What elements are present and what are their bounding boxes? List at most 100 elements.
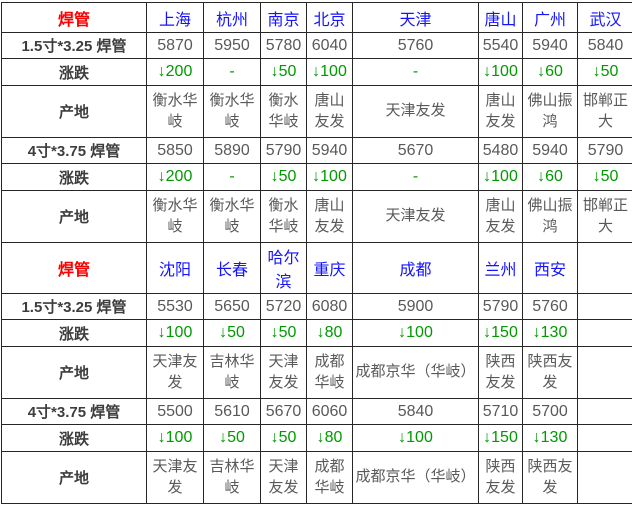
city-header-cell: 沈阳 bbox=[147, 243, 204, 294]
origin-cell: 成都华岐 bbox=[307, 452, 353, 504]
city-header-cell: 唐山 bbox=[479, 3, 523, 33]
change-cell: - bbox=[353, 164, 479, 191]
price-cell: 5790 bbox=[479, 294, 523, 320]
row-label-cell: 涨跌 bbox=[2, 425, 147, 452]
change-cell: ↓200 bbox=[147, 164, 204, 191]
origin-cell: 佛山振鸿 bbox=[523, 191, 578, 243]
price-cell bbox=[578, 399, 632, 425]
price-cell: 5720 bbox=[261, 294, 307, 320]
row-label-cell: 4寸*3.75 焊管 bbox=[2, 138, 147, 164]
change-cell: ↓100 bbox=[147, 425, 204, 452]
change-cell: ↓130 bbox=[523, 425, 578, 452]
price-cell: 6080 bbox=[307, 294, 353, 320]
price-cell: 5940 bbox=[523, 138, 578, 164]
origin-cell: 成都京华（华岐） bbox=[353, 347, 479, 399]
price-cell: 5790 bbox=[578, 138, 632, 164]
change-cell: ↓100 bbox=[307, 164, 353, 191]
change-row: 涨跌↓200-↓50↓100-↓100↓60↓50 bbox=[2, 164, 632, 191]
origin-cell: 衡水华岐 bbox=[261, 86, 307, 138]
change-cell: ↓80 bbox=[307, 320, 353, 347]
origin-cell: 衡水华岐 bbox=[204, 191, 261, 243]
city-header-cell: 兰州 bbox=[479, 243, 523, 294]
price-cell: 6040 bbox=[307, 33, 353, 59]
origin-cell: 陕西友发 bbox=[479, 452, 523, 504]
origin-cell: 佛山振鸿 bbox=[523, 86, 578, 138]
city-header-cell: 杭州 bbox=[204, 3, 261, 33]
origin-row: 产地衡水华岐衡水华岐衡水华岐唐山友发天津友发唐山友发佛山振鸿邯郸正大 bbox=[2, 86, 632, 138]
product-header-cell: 焊管 bbox=[2, 243, 147, 294]
price-cell: 5670 bbox=[261, 399, 307, 425]
row-label-cell: 1.5寸*3.25 焊管 bbox=[2, 294, 147, 320]
city-header-cell bbox=[578, 243, 632, 294]
city-header-cell: 广州 bbox=[523, 3, 578, 33]
change-row: 涨跌↓100↓50↓50↓80↓100↓150↓130 bbox=[2, 425, 632, 452]
change-cell: ↓100 bbox=[307, 59, 353, 86]
origin-cell: 唐山友发 bbox=[307, 191, 353, 243]
change-cell: ↓130 bbox=[523, 320, 578, 347]
row-label-cell: 产地 bbox=[2, 452, 147, 504]
origin-cell bbox=[578, 452, 632, 504]
change-cell: ↓50 bbox=[261, 164, 307, 191]
origin-cell: 天津友发 bbox=[353, 86, 479, 138]
origin-cell: 陕西友发 bbox=[523, 347, 578, 399]
row-label-cell: 产地 bbox=[2, 191, 147, 243]
price-cell: 5940 bbox=[307, 138, 353, 164]
section-header-row: 焊管上海杭州南京北京天津唐山广州武汉 bbox=[2, 3, 632, 33]
origin-cell: 天津友发 bbox=[147, 452, 204, 504]
origin-cell: 天津友发 bbox=[353, 191, 479, 243]
city-header-cell: 成都 bbox=[353, 243, 479, 294]
change-cell: ↓50 bbox=[578, 164, 632, 191]
row-label-cell: 涨跌 bbox=[2, 320, 147, 347]
price-cell: 6060 bbox=[307, 399, 353, 425]
change-cell: ↓50 bbox=[204, 425, 261, 452]
origin-cell: 成都京华（华岐） bbox=[353, 452, 479, 504]
city-header-cell: 重庆 bbox=[307, 243, 353, 294]
change-cell: ↓50 bbox=[261, 320, 307, 347]
city-header-cell: 南京 bbox=[261, 3, 307, 33]
change-cell: ↓50 bbox=[261, 59, 307, 86]
origin-cell: 唐山友发 bbox=[307, 86, 353, 138]
product-header-cell: 焊管 bbox=[2, 3, 147, 33]
price-cell: 5840 bbox=[578, 33, 632, 59]
origin-cell: 衡水华岐 bbox=[147, 191, 204, 243]
origin-row: 产地天津友发吉林华岐天津友发成都华岐成都京华（华岐）陕西友发陕西友发 bbox=[2, 452, 632, 504]
change-cell: ↓100 bbox=[479, 164, 523, 191]
origin-cell: 唐山友发 bbox=[479, 191, 523, 243]
city-header-cell: 天津 bbox=[353, 3, 479, 33]
change-cell bbox=[578, 320, 632, 347]
price-cell: 5500 bbox=[147, 399, 204, 425]
price-cell: 5480 bbox=[479, 138, 523, 164]
change-cell: ↓50 bbox=[204, 320, 261, 347]
origin-cell: 天津友发 bbox=[147, 347, 204, 399]
price-cell: 5790 bbox=[261, 138, 307, 164]
change-cell: - bbox=[204, 59, 261, 86]
change-cell: ↓80 bbox=[307, 425, 353, 452]
city-header-cell: 上海 bbox=[147, 3, 204, 33]
price-cell: 5700 bbox=[523, 399, 578, 425]
origin-row: 产地天津友发吉林华岐天津友发成都华岐成都京华（华岐）陕西友发陕西友发 bbox=[2, 347, 632, 399]
origin-cell: 唐山友发 bbox=[479, 86, 523, 138]
change-cell bbox=[578, 425, 632, 452]
price-cell: 5900 bbox=[353, 294, 479, 320]
price-cell: 5890 bbox=[204, 138, 261, 164]
city-header-cell: 武汉 bbox=[578, 3, 632, 33]
change-cell: ↓60 bbox=[523, 164, 578, 191]
section-header-row: 焊管沈阳长春哈尔滨重庆成都兰州西安 bbox=[2, 243, 632, 294]
price-cell: 5610 bbox=[204, 399, 261, 425]
row-label-cell: 1.5寸*3.25 焊管 bbox=[2, 33, 147, 59]
change-cell: ↓150 bbox=[479, 320, 523, 347]
change-cell: ↓100 bbox=[479, 59, 523, 86]
price-cell: 5540 bbox=[479, 33, 523, 59]
change-cell: - bbox=[353, 59, 479, 86]
city-header-cell: 西安 bbox=[523, 243, 578, 294]
origin-cell: 成都华岐 bbox=[307, 347, 353, 399]
origin-cell: 吉林华岐 bbox=[204, 347, 261, 399]
price-cell: 5780 bbox=[261, 33, 307, 59]
price-cell: 5650 bbox=[204, 294, 261, 320]
